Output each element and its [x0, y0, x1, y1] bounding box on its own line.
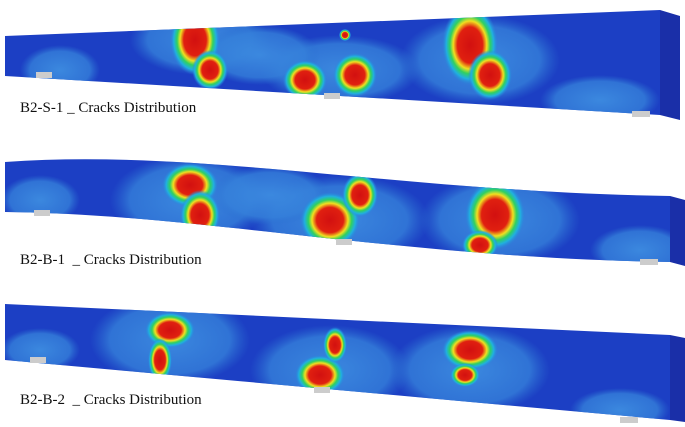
stress-halo: [540, 75, 660, 125]
support: [640, 259, 658, 265]
stress-halo: [0, 328, 80, 372]
support: [30, 357, 46, 363]
crack-zone: [283, 60, 327, 100]
crack-zone: [450, 363, 480, 387]
crack-zone: [462, 230, 498, 260]
crack-zone: [339, 29, 351, 41]
support: [336, 239, 352, 245]
caption: B2-S-1 _ Cracks Distribution: [20, 100, 197, 116]
support: [324, 93, 340, 99]
beam-end: [670, 196, 685, 266]
crack-zone: [323, 327, 347, 363]
crack-zone: [180, 190, 220, 240]
support: [314, 387, 330, 393]
caption: B2-B-1 _ Cracks Distribution: [20, 252, 202, 268]
crack-zone: [145, 312, 195, 348]
support: [34, 210, 50, 216]
beam-end: [670, 335, 685, 422]
crack-zone: [342, 173, 378, 217]
figure: B2-S-1 _ Cracks Distribution B2-B-1 _ Cr…: [0, 0, 685, 427]
stress-halo: [20, 45, 100, 95]
support: [36, 72, 52, 78]
crack-zone: [148, 338, 172, 382]
support: [620, 417, 638, 423]
crack-zone: [333, 53, 377, 97]
crack-zone: [192, 50, 228, 90]
beam-end: [660, 10, 680, 120]
caption: B2-B-2 _ Cracks Distribution: [20, 392, 202, 408]
crack-zone: [468, 50, 512, 100]
page: B2-S-1 _ Cracks Distribution B2-B-1 _ Cr…: [0, 0, 685, 427]
support: [632, 111, 650, 117]
stress-halo: [0, 175, 80, 225]
